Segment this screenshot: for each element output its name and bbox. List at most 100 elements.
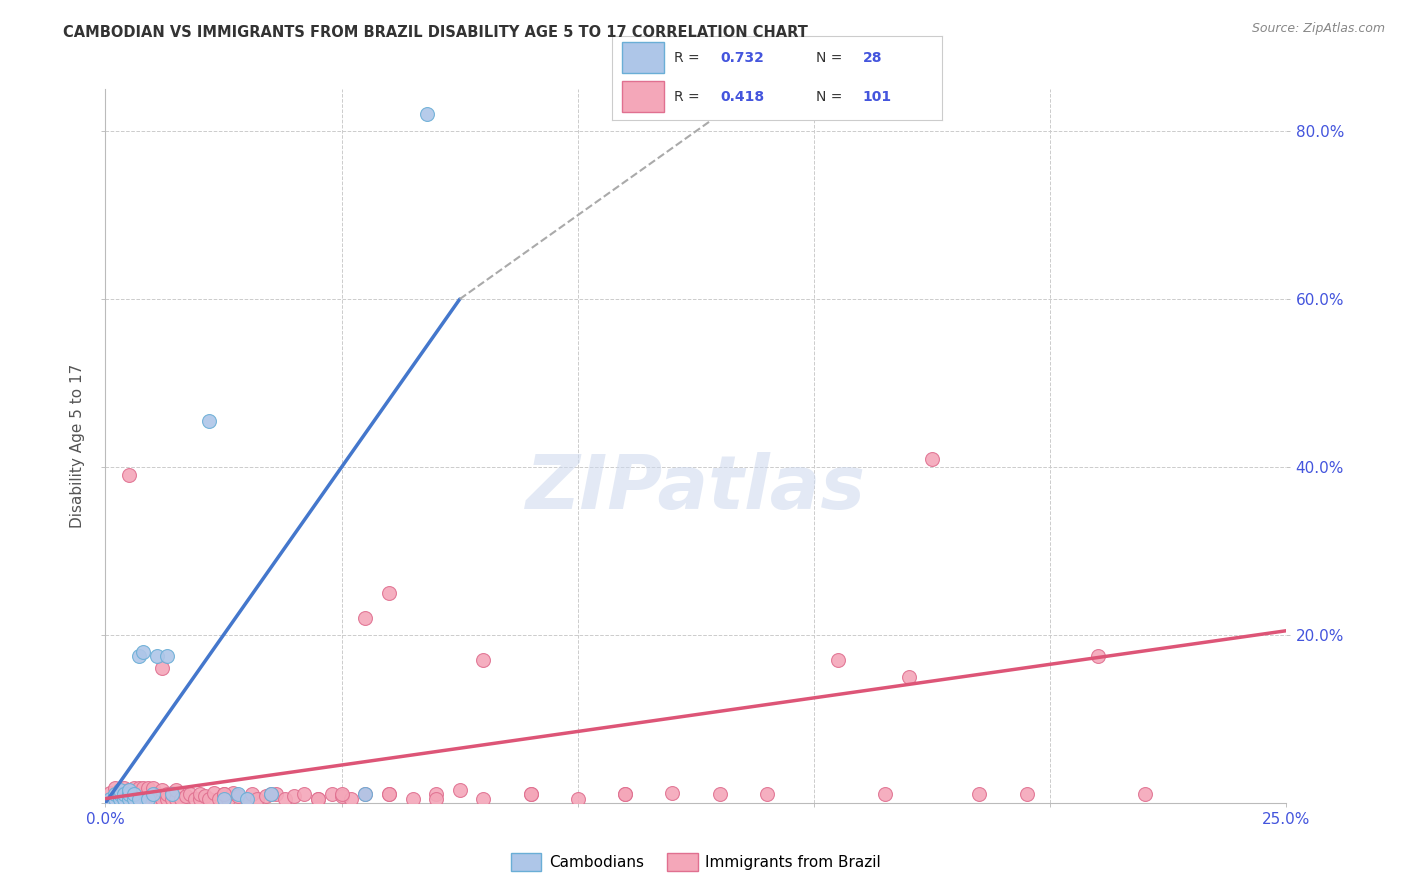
Point — [194, 789, 217, 803]
Point — [827, 653, 849, 667]
Point — [108, 788, 131, 802]
Point — [378, 586, 401, 600]
Text: 0.732: 0.732 — [721, 51, 765, 65]
Point — [108, 791, 131, 805]
Bar — [621, 43, 665, 73]
Point — [128, 791, 150, 805]
Point — [146, 788, 169, 802]
Point — [112, 791, 135, 805]
Point — [108, 791, 131, 805]
Text: N =: N = — [817, 51, 848, 65]
Point — [122, 791, 145, 805]
Point — [307, 791, 329, 805]
Point — [112, 788, 135, 802]
Text: 28: 28 — [863, 51, 882, 65]
Point — [122, 791, 145, 805]
Point — [122, 780, 145, 795]
Point — [202, 786, 225, 800]
Point — [401, 791, 423, 805]
Point — [104, 780, 127, 795]
Point — [873, 788, 896, 802]
Point — [170, 791, 193, 805]
Point — [156, 648, 179, 663]
Point — [118, 468, 141, 483]
Point — [1015, 788, 1038, 802]
Point — [118, 788, 141, 802]
Point — [132, 788, 155, 802]
Point — [112, 780, 135, 795]
Point — [340, 791, 363, 805]
Point — [156, 788, 179, 802]
Point — [274, 791, 297, 805]
Point — [128, 791, 150, 805]
Point — [212, 788, 235, 802]
Point — [921, 451, 943, 466]
Point — [208, 791, 231, 805]
Text: R =: R = — [675, 51, 704, 65]
Point — [449, 783, 471, 797]
Point — [188, 788, 211, 802]
Point — [292, 788, 315, 802]
Point — [160, 788, 183, 802]
Point — [226, 788, 249, 802]
Point — [112, 791, 135, 805]
Point — [128, 648, 150, 663]
Bar — [621, 81, 665, 112]
Point — [108, 783, 131, 797]
Point — [104, 791, 127, 805]
Point — [122, 788, 145, 802]
Text: N =: N = — [817, 90, 848, 103]
Point — [1133, 788, 1156, 802]
Text: ZIPatlas: ZIPatlas — [526, 452, 866, 525]
Point — [136, 791, 159, 805]
Point — [254, 789, 277, 803]
Point — [108, 783, 131, 797]
Point — [112, 788, 135, 802]
Point — [246, 791, 269, 805]
Point — [330, 788, 353, 802]
Point — [897, 670, 920, 684]
Point — [136, 780, 159, 795]
Point — [128, 788, 150, 802]
Point — [260, 788, 283, 802]
Text: 0.418: 0.418 — [721, 90, 765, 103]
Point — [188, 791, 211, 805]
Point — [146, 648, 169, 663]
Point — [222, 786, 245, 800]
Point — [104, 788, 127, 802]
Point — [378, 788, 401, 802]
Point — [307, 791, 329, 805]
Point — [132, 791, 155, 805]
Point — [108, 788, 131, 802]
Point — [150, 791, 173, 805]
Text: CAMBODIAN VS IMMIGRANTS FROM BRAZIL DISABILITY AGE 5 TO 17 CORRELATION CHART: CAMBODIAN VS IMMIGRANTS FROM BRAZIL DISA… — [63, 25, 808, 40]
Point — [150, 783, 173, 797]
Text: Source: ZipAtlas.com: Source: ZipAtlas.com — [1251, 22, 1385, 36]
Point — [184, 791, 207, 805]
Point — [104, 791, 127, 805]
Point — [354, 788, 377, 802]
Point — [118, 791, 141, 805]
Point — [136, 788, 159, 802]
Point — [118, 783, 141, 797]
Point — [132, 791, 155, 805]
Point — [98, 791, 121, 805]
Point — [160, 791, 183, 805]
Point — [519, 788, 541, 802]
Point — [118, 791, 141, 805]
Point — [217, 791, 239, 805]
Point — [236, 791, 259, 805]
Point — [709, 788, 731, 802]
Point — [264, 788, 287, 802]
Point — [150, 661, 173, 675]
Point — [122, 788, 145, 802]
Point — [425, 788, 447, 802]
Point — [969, 788, 991, 802]
Point — [142, 788, 165, 802]
Point — [425, 791, 447, 805]
Point — [567, 791, 589, 805]
Point — [212, 788, 235, 802]
Point — [198, 791, 221, 805]
Point — [165, 783, 187, 797]
Point — [160, 786, 183, 800]
